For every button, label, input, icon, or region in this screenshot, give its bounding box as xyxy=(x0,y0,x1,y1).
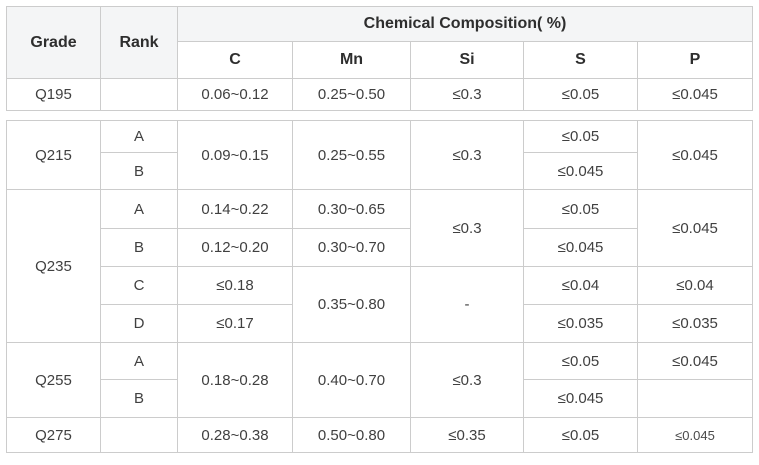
cell-q195-c: 0.06~0.12 xyxy=(177,78,293,111)
cell-q215-s-a: ≤0.05 xyxy=(523,120,638,153)
cell-q255-p-a: ≤0.045 xyxy=(637,342,753,380)
cell-q235-p-d: ≤0.035 xyxy=(637,304,753,343)
cell-q195-rank xyxy=(100,78,178,111)
cell-q235-grade: Q235 xyxy=(6,189,101,343)
cell-q255-rank-a: A xyxy=(100,342,178,380)
cell-q235-mn-b: 0.30~0.70 xyxy=(292,228,411,267)
cell-q235-c-d: ≤0.17 xyxy=(177,304,293,343)
table-row-q235-b: B 0.12~0.20 0.30~0.70 ≤0.045 xyxy=(7,228,753,267)
cell-q215-s-b: ≤0.045 xyxy=(523,152,638,190)
header-col-p: P xyxy=(636,41,754,79)
table-row-q235-a: Q235 A 0.14~0.22 0.30~0.65 ≤0.3 ≤0.05 ≤0… xyxy=(6,189,753,343)
cell-q235-c-b: 0.12~0.20 xyxy=(177,228,293,267)
header-grade: Grade xyxy=(6,6,101,79)
cell-q235-rank-d: D xyxy=(100,304,178,343)
cell-q255-p-b xyxy=(637,379,753,418)
table-row-q235-c: C ≤0.18 0.35~0.80 - ≤0.04 ≤0.04 xyxy=(7,266,753,343)
cell-q255-grade: Q255 xyxy=(6,342,101,418)
table-row-q275: Q275 0.28~0.38 0.50~0.80 ≤0.35 ≤0.05 ≤0.… xyxy=(6,417,753,453)
header-row-2: C Mn Si S P xyxy=(7,41,754,79)
cell-q215-mn: 0.25~0.55 xyxy=(292,120,411,190)
cell-q235-rank-a: A xyxy=(100,189,178,229)
cell-q255-mn: 0.40~0.70 xyxy=(292,342,411,418)
header-col-mn: Mn xyxy=(292,41,411,79)
header-row-1: Grade Rank Chemical Composition( %) xyxy=(6,6,754,79)
cell-q215-p: ≤0.045 xyxy=(637,120,753,190)
cell-q275-rank xyxy=(100,417,178,453)
cell-q275-s: ≤0.05 xyxy=(523,417,638,453)
header-col-s: S xyxy=(523,41,638,79)
cell-q235-si-ab: ≤0.3 xyxy=(410,189,524,267)
cell-q215-si: ≤0.3 xyxy=(410,120,524,190)
cell-q235-p-c: ≤0.04 xyxy=(637,266,753,305)
cell-q255-rank-b: B xyxy=(100,379,178,418)
cell-q235-s-b: ≤0.045 xyxy=(523,228,638,267)
table-row-q215-a: Q215 A 0.09~0.15 0.25~0.55 ≤0.3 ≤0.05 ≤0… xyxy=(6,120,753,190)
header-composition: Chemical Composition( %) xyxy=(176,6,754,42)
cell-q215-grade: Q215 xyxy=(6,120,101,190)
cell-q215-c: 0.09~0.15 xyxy=(177,120,293,190)
cell-q255-s-a: ≤0.05 xyxy=(523,342,638,380)
cell-q255-si: ≤0.3 xyxy=(410,342,524,418)
header-col-c: C xyxy=(177,41,293,79)
composition-table-lower: Q215 A 0.09~0.15 0.25~0.55 ≤0.3 ≤0.05 ≤0… xyxy=(6,120,753,453)
cell-q235-si-cd: - xyxy=(410,266,524,343)
cell-q235-mn-a: 0.30~0.65 xyxy=(292,189,411,229)
table-row-q235-d: D ≤0.17 ≤0.035 ≤0.035 xyxy=(7,304,753,343)
composition-table-upper: Grade Rank Chemical Composition( %) C Mn… xyxy=(6,6,754,111)
cell-q195-si: ≤0.3 xyxy=(410,78,524,111)
cell-q275-c: 0.28~0.38 xyxy=(177,417,293,453)
cell-q215-rank-a: A xyxy=(100,120,178,153)
cell-q195-mn: 0.25~0.50 xyxy=(292,78,411,111)
cell-q195-p: ≤0.045 xyxy=(636,78,754,111)
cell-q235-s-c: ≤0.04 xyxy=(523,266,638,305)
cell-q215-rank-b: B xyxy=(100,152,178,190)
cell-q235-c-c: ≤0.18 xyxy=(177,266,293,305)
cell-q235-s-d: ≤0.035 xyxy=(523,304,638,343)
cell-q275-grade: Q275 xyxy=(6,417,101,453)
table-row-q255-a: Q255 A 0.18~0.28 0.40~0.70 ≤0.3 ≤0.05 ≤0… xyxy=(6,342,753,418)
header-rank: Rank xyxy=(100,6,178,79)
cell-q235-p-ab: ≤0.045 xyxy=(637,189,753,267)
cell-q235-mn-cd: 0.35~0.80 xyxy=(292,266,411,343)
cell-q275-p: ≤0.045 xyxy=(637,417,753,453)
cell-q195-grade: Q195 xyxy=(6,78,101,111)
cell-q235-s-a: ≤0.05 xyxy=(523,189,638,229)
cell-q235-rank-c: C xyxy=(100,266,178,305)
header-col-si: Si xyxy=(410,41,524,79)
cell-q275-mn: 0.50~0.80 xyxy=(292,417,411,453)
cell-q255-c: 0.18~0.28 xyxy=(177,342,293,418)
cell-q255-s-b: ≤0.045 xyxy=(523,379,638,418)
table-row-q195: Q195 0.06~0.12 0.25~0.50 ≤0.3 ≤0.05 ≤0.0… xyxy=(6,78,754,111)
cell-q195-s: ≤0.05 xyxy=(523,78,638,111)
cell-q235-rank-b: B xyxy=(100,228,178,267)
cell-q235-c-a: 0.14~0.22 xyxy=(177,189,293,229)
cell-q275-si: ≤0.35 xyxy=(410,417,524,453)
